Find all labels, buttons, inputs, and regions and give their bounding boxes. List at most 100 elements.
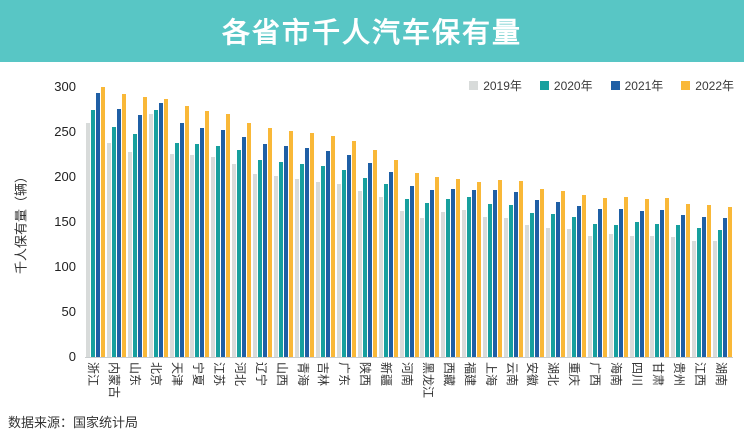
x-axis-label-cell: 天津 [169, 360, 190, 412]
data-source-note: 数据来源：国家统计局 [8, 415, 139, 430]
bar [295, 178, 300, 357]
bar [435, 177, 440, 357]
x-axis-label: 辽宁 [253, 362, 268, 387]
bar [671, 237, 676, 357]
bar [116, 108, 121, 357]
bar [268, 128, 273, 357]
bar [581, 195, 586, 357]
x-axis-label-cell: 重庆 [566, 360, 587, 412]
bar [707, 204, 712, 357]
bar [498, 179, 503, 357]
bar [148, 114, 153, 357]
bar-group [252, 87, 273, 357]
bar-group [524, 87, 545, 357]
bar-group [85, 87, 106, 357]
bar [655, 223, 660, 357]
bar [618, 209, 623, 357]
y-tick-label: 200 [54, 169, 76, 184]
x-axis-label-cell: 安徽 [524, 360, 545, 412]
bar [179, 123, 184, 357]
bar [216, 145, 221, 357]
bar-group [545, 87, 566, 357]
bar-group [336, 87, 357, 357]
x-axis-label-cell: 北京 [148, 360, 169, 412]
bar [430, 189, 435, 357]
y-tick-label: 100 [54, 259, 76, 274]
bar [555, 202, 560, 357]
bar [95, 93, 100, 357]
bar-group [503, 87, 524, 357]
x-axis-label-cell: 广东 [336, 360, 357, 412]
bar [425, 203, 430, 357]
bar [697, 228, 702, 357]
bar [409, 186, 414, 357]
bar [195, 143, 200, 357]
bar [237, 150, 242, 357]
bar [393, 159, 398, 357]
x-axis-label-cell: 河南 [399, 360, 420, 412]
bar [597, 209, 602, 357]
bar-group [440, 87, 461, 357]
bar [723, 217, 728, 357]
x-axis-label-cell: 江苏 [210, 360, 231, 412]
bar [341, 169, 346, 357]
x-axis-label-cell: 甘肃 [649, 360, 670, 412]
legend-item: 2022年 [681, 77, 734, 94]
y-axis-label: 千人保有量（辆） [13, 169, 29, 275]
x-axis-label: 内蒙古 [107, 362, 122, 399]
x-axis-label-cell: 宁夏 [190, 360, 211, 412]
x-axis-label-cell: 黑龙江 [420, 360, 441, 412]
bar [472, 189, 477, 357]
legend-label: 2020年 [553, 79, 593, 93]
bar [305, 148, 310, 357]
bar [330, 135, 335, 357]
bar-group [587, 87, 608, 357]
y-tick-label: 300 [54, 79, 76, 94]
bar [163, 98, 168, 357]
bar [367, 162, 372, 357]
bar [462, 210, 467, 357]
x-axis-labels: 浙江 内蒙古 山东 北京 天津 宁夏 江苏 河北 辽宁 山西 青海 吉林 广东 陕西 新疆 河南 黑龙江 西藏 福建… [85, 360, 733, 412]
x-axis-label: 云南 [504, 362, 519, 387]
bar [713, 240, 718, 357]
bar [258, 159, 263, 357]
bar [247, 123, 252, 357]
bar [514, 192, 519, 357]
x-axis-label: 福建 [462, 362, 477, 387]
bar-group [231, 87, 252, 357]
x-axis-label: 山西 [274, 362, 289, 387]
bar [477, 181, 482, 357]
legend: 2019年 2020年 2021年 2022年 [469, 77, 734, 94]
bar [153, 109, 158, 357]
bar [121, 94, 126, 357]
x-axis-label: 广东 [337, 362, 352, 387]
bar [85, 123, 90, 357]
y-tick-label: 250 [54, 124, 76, 139]
bar [467, 196, 472, 357]
bar-group [273, 87, 294, 357]
legend-swatch-icon [681, 81, 691, 90]
bar-group [566, 87, 587, 357]
bar [399, 211, 404, 357]
bar-group [127, 87, 148, 357]
bar [205, 111, 210, 357]
bar [456, 178, 461, 357]
bar [190, 155, 195, 357]
bar [169, 153, 174, 357]
bar [106, 142, 111, 357]
bar [127, 151, 132, 357]
bar [534, 200, 539, 357]
bar [142, 96, 147, 357]
bar [550, 213, 555, 357]
bar [383, 184, 388, 357]
y-tick-label: 150 [54, 214, 76, 229]
bar [289, 131, 294, 357]
x-axis-label: 甘肃 [650, 362, 665, 387]
bar [378, 196, 383, 357]
bar-group [190, 87, 211, 357]
bar [519, 180, 524, 357]
x-axis-label-cell: 海南 [608, 360, 629, 412]
bar [728, 206, 733, 357]
x-axis-label: 海南 [609, 362, 624, 387]
bar-group [482, 87, 503, 357]
